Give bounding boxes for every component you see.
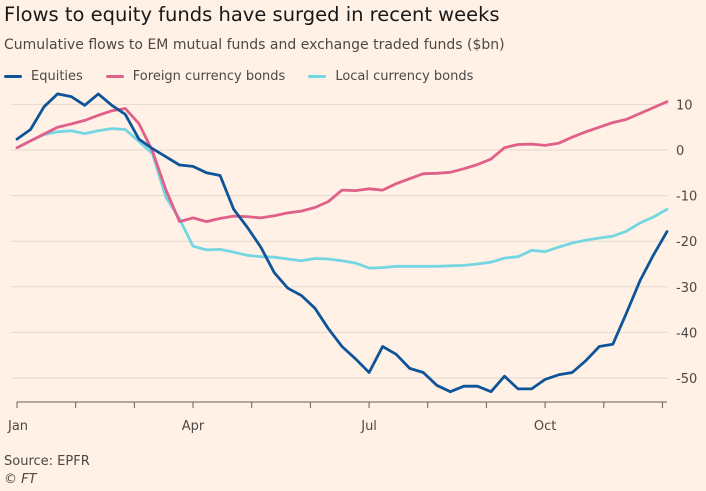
x-tick-label-oct: Oct [534, 419, 556, 434]
chart-legend: Equities Foreign currency bonds Local cu… [4, 67, 496, 85]
ft-credit: © FT [4, 472, 37, 487]
y-tick-label-10: -10 [676, 190, 697, 205]
x-tick-label-jul: Jul [360, 419, 377, 434]
series-line-foreign-currency-bonds [15, 100, 669, 224]
legend-label-equities: Equities [31, 68, 83, 84]
series-lines [15, 92, 669, 394]
legend-label-local-currency-bonds: Local currency bonds [335, 68, 474, 84]
legend-swatch-local-currency-bonds [308, 74, 327, 78]
series-line-equities [15, 92, 669, 394]
y-tick-label-10: 10 [676, 98, 693, 113]
chart-subtitle: Cumulative flows to EM mutual funds and … [4, 37, 505, 53]
y-tick-label-30: -30 [676, 281, 697, 296]
y-tick-label-0: 0 [676, 144, 684, 159]
series-line-local-currency-bonds [15, 127, 669, 270]
grid-lines [11, 103, 668, 379]
legend-item-equities: Equities [4, 69, 83, 84]
legend-item-foreign-currency-bonds: Foreign currency bonds [105, 68, 286, 84]
x-axis: Jan Apr Jul Oct [7, 401, 667, 434]
y-tick-label-50: -50 [676, 372, 697, 387]
legend-swatch-equities [4, 74, 22, 78]
x-tick-label-apr: Apr [182, 419, 205, 434]
y-axis-labels: 10 0 -10 -20 -30 -40 -50 [676, 98, 697, 387]
legend-item-local-currency-bonds: Local currency bonds [308, 69, 473, 84]
x-tick-label-jan: Jan [7, 419, 28, 434]
y-tick-label-40: -40 [676, 326, 697, 341]
legend-swatch-foreign-currency-bonds [105, 74, 124, 78]
source-note: Source: EPFR [4, 454, 90, 469]
legend-label-foreign-currency-bonds: Foreign currency bonds [132, 68, 286, 84]
y-tick-label-20: -20 [676, 235, 697, 250]
chart-title: Flows to equity funds have surged in rec… [4, 3, 500, 26]
